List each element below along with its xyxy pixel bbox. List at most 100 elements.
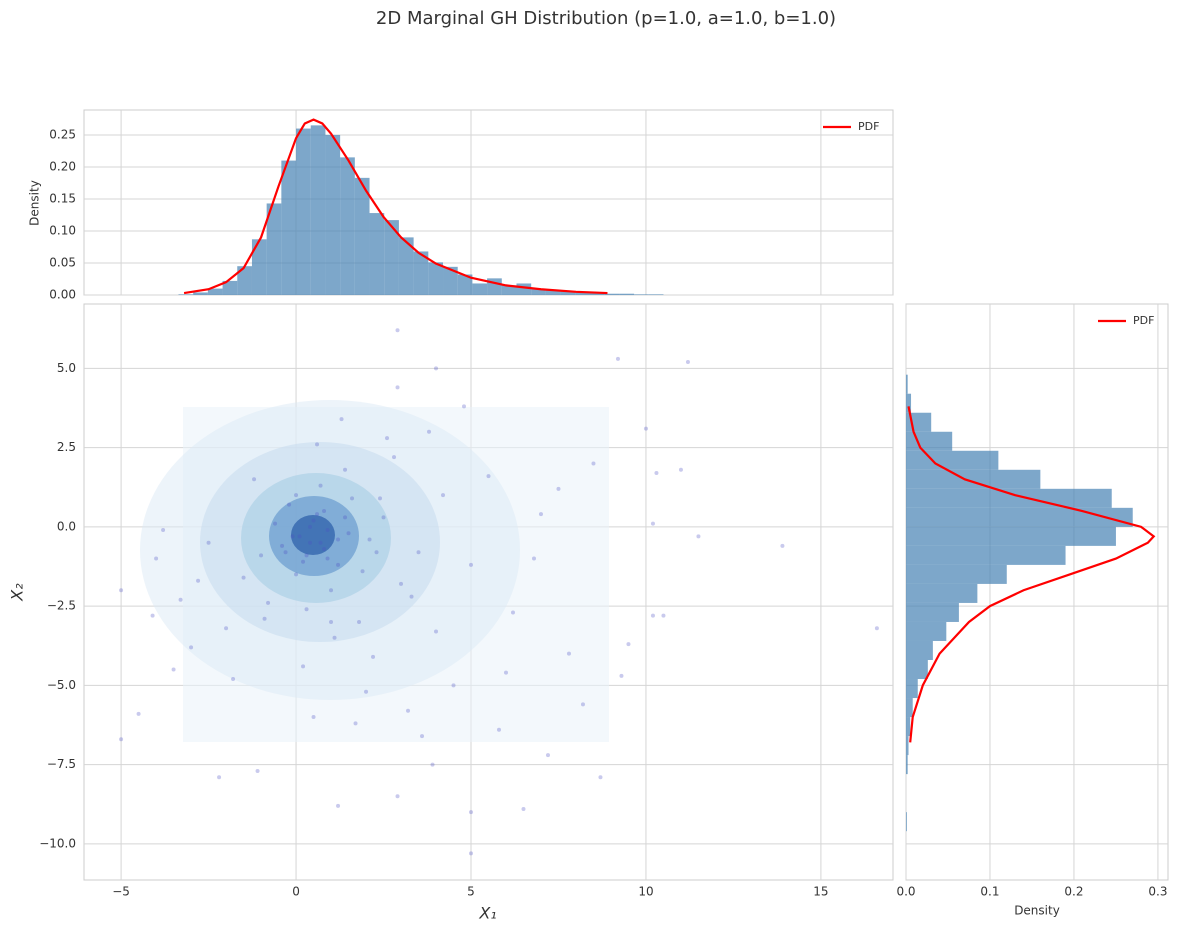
scatter-point xyxy=(874,626,879,631)
histogram-bar xyxy=(501,285,517,295)
histogram-bar xyxy=(906,640,933,660)
scatter-point xyxy=(283,550,288,555)
scatter-point xyxy=(378,496,383,501)
scatter-point xyxy=(308,540,313,545)
kde-shading xyxy=(140,400,609,742)
scatter-point xyxy=(353,721,358,726)
scatter-point xyxy=(255,768,260,773)
scatter-point xyxy=(451,683,456,688)
scatter-point xyxy=(615,356,620,361)
scatter-point xyxy=(259,553,264,558)
histogram-bar xyxy=(207,288,223,295)
x-axis-label: X₁ xyxy=(478,904,496,923)
histogram-bar xyxy=(251,239,267,295)
kde-level xyxy=(291,515,335,555)
y-tick-label: −7.5 xyxy=(47,757,76,771)
histogram-bar xyxy=(516,283,532,295)
histogram-bar xyxy=(457,274,473,295)
histogram-bar xyxy=(340,157,355,295)
scatter-point xyxy=(510,610,515,615)
scatter-point xyxy=(294,493,299,498)
histogram-bar xyxy=(906,393,912,413)
scatter-point xyxy=(297,534,302,539)
scatter-point xyxy=(385,436,390,441)
scatter-point xyxy=(469,562,474,567)
scatter-point xyxy=(308,524,313,529)
y-tick-label: 2.5 xyxy=(57,440,76,454)
scatter-point xyxy=(206,540,211,545)
scatter-point xyxy=(678,467,683,472)
histogram-bar xyxy=(906,564,1007,584)
histogram-bar xyxy=(575,292,590,295)
histogram-bar xyxy=(428,262,444,295)
scatter-point xyxy=(381,515,386,520)
histogram-bar xyxy=(281,160,297,295)
scatter-point xyxy=(329,619,334,624)
scatter-point xyxy=(420,734,425,739)
histogram-bar xyxy=(906,507,1133,527)
scatter-point xyxy=(780,543,785,548)
scatter-point xyxy=(290,534,295,539)
y-tick-label: 0.05 xyxy=(49,255,76,269)
scatter-point xyxy=(336,803,341,808)
scatter-point xyxy=(315,442,320,447)
scatter-point xyxy=(311,715,316,720)
y-tick-label: −5.0 xyxy=(47,678,76,692)
scatter-point xyxy=(566,651,571,656)
scatter-point xyxy=(266,600,271,605)
scatter-point xyxy=(336,562,341,567)
histogram-bar xyxy=(906,583,978,603)
scatter-point xyxy=(416,550,421,555)
y-tick-label: 0.15 xyxy=(49,191,76,205)
scatter-point xyxy=(395,385,400,390)
histogram-bar xyxy=(222,280,238,295)
scatter-point xyxy=(650,521,655,526)
histogram-bar xyxy=(604,293,620,295)
histogram-bar xyxy=(193,292,208,295)
scatter-point xyxy=(531,556,536,561)
y-tick-label: 0.25 xyxy=(49,127,76,141)
histogram-bar xyxy=(906,602,959,622)
scatter-point xyxy=(189,645,194,650)
histogram-bar xyxy=(237,266,252,295)
y-tick-label: 0.00 xyxy=(49,288,76,302)
histogram-bar xyxy=(906,679,918,699)
histogram-bar xyxy=(906,755,908,775)
histogram-bar xyxy=(310,125,326,296)
marks xyxy=(119,118,1156,856)
y-tick-label: 0.0 xyxy=(57,519,76,533)
scatter-point xyxy=(661,613,666,618)
scatter-point xyxy=(503,670,508,675)
scatter-point xyxy=(332,635,337,640)
scatter-point xyxy=(643,426,648,431)
scatter-point xyxy=(395,794,400,799)
legend-label: PDF xyxy=(858,120,879,133)
top-panel xyxy=(83,109,894,296)
scatter-point xyxy=(178,597,183,602)
scatter-point xyxy=(280,543,285,548)
scatter-point xyxy=(196,578,201,583)
figure-title: 2D Marginal GH Distribution (p=1.0, a=1.… xyxy=(376,8,836,29)
scatter-point xyxy=(395,328,400,333)
scatter-point xyxy=(654,470,659,475)
scatter-point xyxy=(241,575,246,580)
scatter-point xyxy=(119,737,124,742)
scatter-point xyxy=(462,404,467,409)
scatter-point xyxy=(311,518,316,523)
x-tick-label: −5 xyxy=(112,885,130,899)
scatter-point xyxy=(598,775,603,780)
x-tick-label: 0.0 xyxy=(896,885,915,899)
scatter-point xyxy=(486,474,491,479)
histogram-bar xyxy=(906,812,907,832)
scatter-point xyxy=(371,654,376,659)
histogram-bar xyxy=(619,293,635,295)
x-tick-label: 10 xyxy=(638,885,653,899)
histogram-bar xyxy=(906,717,911,737)
scatter-point xyxy=(580,702,585,707)
x-tick-label: 5 xyxy=(467,885,475,899)
histogram-bar xyxy=(906,545,1066,565)
pdf-line xyxy=(183,118,608,295)
scatter-point xyxy=(329,588,334,593)
histogram-bar xyxy=(443,266,458,295)
scatter-point xyxy=(273,521,278,526)
